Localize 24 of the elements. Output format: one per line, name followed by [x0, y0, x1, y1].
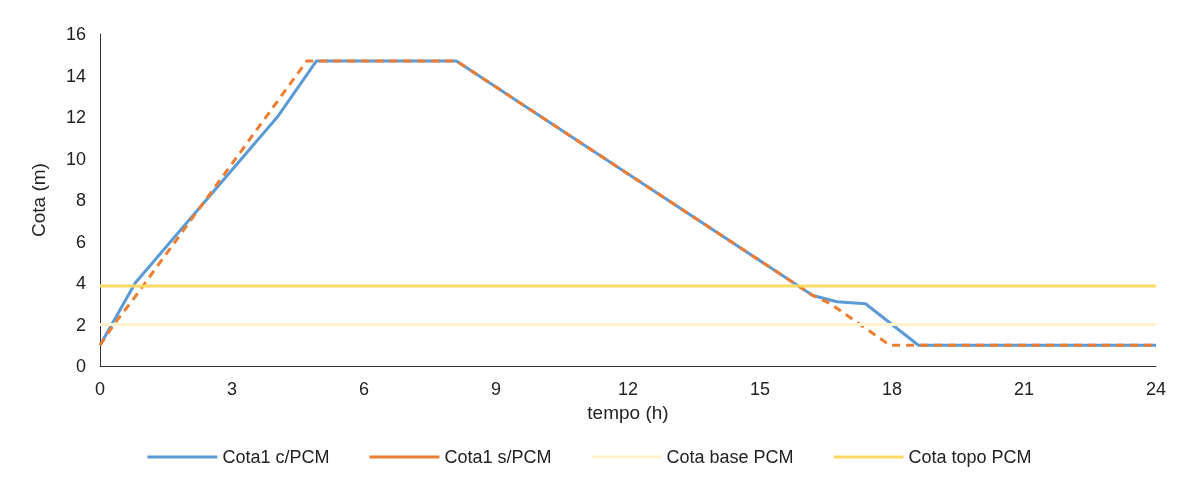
- y-tick-label: 14: [65, 65, 86, 86]
- x-tick-label: 9: [490, 379, 502, 399]
- y-tick-label: 10: [65, 148, 86, 169]
- y-tick-label: 0: [75, 356, 86, 376]
- legend-label: Cota1 s/PCM: [444, 447, 552, 467]
- y-tick-label: 2: [75, 314, 86, 335]
- y-tick-label: 6: [75, 231, 86, 252]
- x-tick-label: 21: [1013, 379, 1035, 399]
- y-tick-label: 12: [65, 107, 86, 127]
- x-tick-label: 6: [358, 379, 370, 399]
- x-tick-label: 24: [1145, 379, 1167, 399]
- x-tick-label: 15: [749, 379, 771, 399]
- x-axis-title: tempo (h): [587, 401, 669, 423]
- x-tick-label: 0: [94, 379, 106, 399]
- y-tick-label: 8: [75, 190, 86, 210]
- y-axis-title: Cota (m): [28, 163, 49, 237]
- y-tick-label: 4: [75, 273, 86, 293]
- x-tick-label: 18: [881, 379, 903, 399]
- x-tick-label: 3: [226, 379, 238, 399]
- legend-label: Cota base PCM: [666, 447, 794, 467]
- legend-label: Cota1 c/PCM: [222, 447, 330, 467]
- legend-label: Cota topo PCM: [908, 447, 1032, 467]
- x-tick-label: 12: [617, 379, 639, 399]
- y-tick-label: 16: [65, 24, 86, 44]
